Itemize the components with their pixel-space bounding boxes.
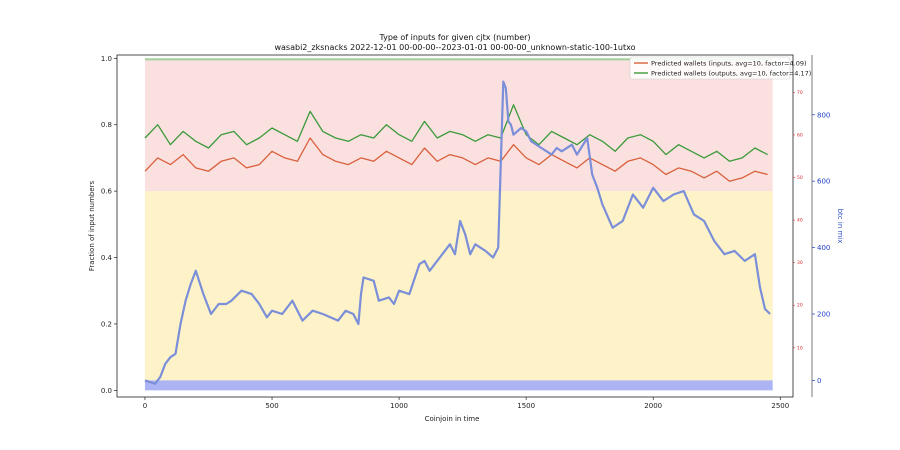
- y-axis-label: Fraction of input numbers: [88, 180, 96, 271]
- y2-tick-label: 30: [797, 260, 803, 266]
- x-tick-label: 1500: [517, 402, 535, 410]
- y3-tick-label: 400: [817, 244, 830, 252]
- y-axis-right-outer: 0 200 400 600 800: [811, 55, 830, 397]
- y-axis-right-inner: 10 20 30 40 50 60 70: [793, 90, 803, 351]
- legend: Predicted wallets (inputs, avg=10, facto…: [629, 56, 811, 80]
- y2-tick-label: 50: [797, 175, 803, 181]
- y2-tick-label: 40: [797, 218, 803, 224]
- x-tick-label: 1000: [390, 402, 408, 410]
- y3-tick-label: 600: [817, 178, 830, 186]
- x-tick-label: 0: [143, 402, 147, 410]
- y2-tick-label: 20: [797, 303, 803, 309]
- x-tick-label: 2000: [644, 402, 662, 410]
- green-top-band: [144, 58, 773, 61]
- x-tick-label: 500: [265, 402, 278, 410]
- y-axis-right-label: btc in mix: [836, 209, 844, 244]
- y-tick-label: 0.6: [101, 188, 113, 196]
- y2-tick-label: 10: [797, 345, 803, 351]
- y3-tick-label: 0: [817, 377, 821, 385]
- y3-tick-label: 800: [817, 111, 830, 119]
- x-tick-label: 2500: [771, 402, 789, 410]
- plot-frame: [116, 54, 794, 398]
- series-lines: [144, 80, 771, 385]
- blue-base-band: [144, 380, 773, 391]
- legend-box: [629, 56, 791, 80]
- series-line-1: [144, 104, 768, 162]
- series-line-2: [144, 80, 771, 385]
- y-tick-label: 0.8: [101, 121, 112, 129]
- y2-tick-label: 60: [797, 132, 803, 138]
- y-tick-label: 0.2: [101, 320, 112, 328]
- y2-tick-label: 70: [797, 90, 803, 96]
- x-axis: 0 500 1000 1500 2000 2500: [143, 397, 789, 410]
- yellow-band: [144, 191, 773, 381]
- y-axis-left: 0.0 0.2 0.4 0.6 0.8 1.0: [101, 55, 117, 395]
- chart-title: Type of inputs for given cjtx (number): [378, 33, 530, 42]
- x-axis-label: Coinjoin in time: [425, 415, 480, 423]
- y-tick-label: 1.0: [101, 55, 112, 63]
- y3-tick-label: 200: [817, 310, 830, 318]
- y-tick-label: 0.4: [101, 254, 113, 262]
- pink-band: [144, 58, 773, 192]
- y-tick-label: 0.0: [101, 387, 112, 395]
- series-line-0: [144, 137, 768, 182]
- legend-label-outputs: Predicted wallets (outputs, avg=10, fact…: [651, 70, 811, 78]
- chart-subtitle: wasabi2_zksnacks 2022-12-01 00-00-00--20…: [274, 43, 635, 52]
- legend-label-inputs: Predicted wallets (inputs, avg=10, facto…: [651, 60, 807, 68]
